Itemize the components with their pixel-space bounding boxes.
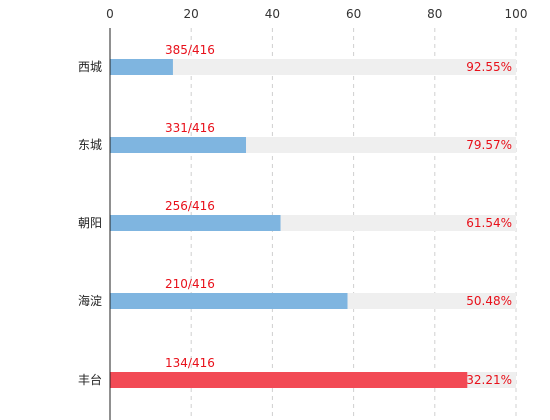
category-label: 朝阳 bbox=[78, 216, 102, 230]
bar bbox=[110, 293, 348, 309]
count-labels: 385/416 331/416 256/416 210/416 134/416 bbox=[165, 43, 215, 370]
percent-label: 50.48% bbox=[466, 294, 512, 308]
bar bbox=[110, 59, 173, 75]
bar bbox=[110, 137, 247, 153]
count-label: 331/416 bbox=[165, 121, 215, 135]
count-label: 385/416 bbox=[165, 43, 215, 57]
category-label: 西城 bbox=[78, 60, 102, 74]
x-tick-label: 0 bbox=[106, 7, 114, 21]
category-label: 海淀 bbox=[78, 293, 102, 308]
percent-labels: 92.55% 79.57% 61.54% 50.48% 32.21% bbox=[466, 60, 512, 387]
bar bbox=[110, 372, 468, 388]
percent-label: 92.55% bbox=[466, 60, 512, 74]
count-label: 210/416 bbox=[165, 277, 215, 291]
x-tick-label: 80 bbox=[427, 7, 442, 21]
percent-label: 79.57% bbox=[466, 138, 512, 152]
bar bbox=[110, 215, 281, 231]
percent-label: 61.54% bbox=[466, 216, 512, 230]
count-label: 134/416 bbox=[165, 356, 215, 370]
count-label: 256/416 bbox=[165, 199, 215, 213]
x-tick-label: 100 bbox=[505, 7, 528, 21]
x-tick-label: 40 bbox=[265, 7, 280, 21]
bar-track bbox=[110, 59, 516, 75]
category-label: 东城 bbox=[78, 138, 102, 152]
x-tick-label: 20 bbox=[184, 7, 199, 21]
x-tick-label: 60 bbox=[346, 7, 361, 21]
bars bbox=[110, 59, 468, 388]
category-label: 丰台 bbox=[78, 372, 102, 387]
percent-label: 32.21% bbox=[466, 373, 512, 387]
x-axis-ticks: 0 20 40 60 80 100 bbox=[106, 7, 527, 21]
